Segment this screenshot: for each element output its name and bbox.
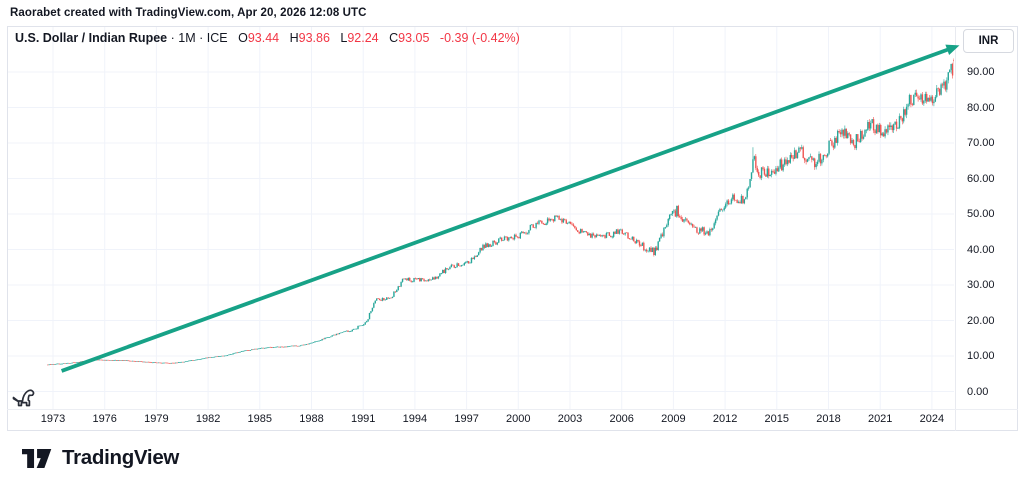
tradingview-logo-link[interactable]: TradingView: [22, 446, 179, 470]
time-tick-label: 1994: [402, 413, 428, 425]
time-tick-label: 1979: [144, 413, 169, 425]
time-tick-label: 1991: [350, 413, 376, 425]
price-tick-label: 70.00: [967, 137, 995, 149]
price-tick-label: 50.00: [967, 208, 995, 220]
time-tick-label: 2018: [816, 413, 841, 425]
time-tick-label: 1976: [92, 413, 117, 425]
price-axis-separator: [955, 26, 956, 431]
time-tick-label: 2000: [506, 413, 531, 425]
time-tick-label: 2015: [764, 413, 790, 425]
price-tick-label: 90.00: [967, 66, 995, 78]
time-tick-label: 2012: [712, 413, 738, 425]
tradingview-logo-text: TradingView: [62, 446, 180, 469]
dinosaur-icon: [12, 389, 35, 407]
ohlc-high-label: H: [289, 31, 299, 45]
ohlc-open-value: 93.44: [247, 31, 280, 45]
trend-arrow-drawing[interactable]: [60, 44, 960, 373]
change-value: -0.39 (-0.42%): [439, 31, 520, 45]
ohlc-close-value: 93.05: [398, 31, 430, 45]
time-tick-label: 1973: [40, 413, 66, 425]
price-tick-label: 20.00: [967, 314, 995, 327]
attribution-text: Raorabet created with TradingView.com, A…: [10, 7, 367, 19]
price-tick-label: 10.00: [967, 350, 995, 362]
ohlc-low-label: L: [340, 31, 348, 45]
tradingview-logo-icon: [22, 448, 52, 468]
dot-separator: ·: [170, 31, 175, 45]
candles-series: [47, 58, 954, 366]
ohlc-close-label: C: [389, 31, 399, 45]
time-tick-label: 2024: [919, 413, 945, 425]
interval-label[interactable]: 1M: [178, 31, 196, 45]
currency-scale-button[interactable]: INR: [963, 29, 1014, 53]
chart-header: U.S. Dollar / Indian Rupee · 1M · ICE O9…: [15, 31, 520, 45]
time-tick-label: 1997: [454, 413, 479, 425]
ohlc-open-label: O: [238, 31, 248, 45]
dot-separator: ·: [199, 31, 204, 45]
ohlc-high-value: 93.86: [298, 31, 330, 45]
time-tick-label: 2021: [867, 413, 893, 425]
symbol-title[interactable]: U.S. Dollar / Indian Rupee: [15, 31, 168, 45]
time-tick-label: 2006: [609, 413, 634, 425]
time-tick-label: 1982: [195, 413, 221, 425]
price-tick-label: 0.00: [967, 385, 989, 398]
price-tick-label: 60.00: [967, 172, 995, 185]
time-tick-label: 2009: [661, 413, 686, 425]
price-tick-label: 40.00: [967, 243, 995, 256]
exchange-label: ICE: [206, 31, 228, 45]
time-tick-label: 1988: [299, 413, 324, 425]
gridlines: [8, 27, 954, 409]
time-axis-separator: [7, 409, 1018, 410]
price-tick-label: 30.00: [967, 279, 995, 291]
time-tick-label: 2003: [557, 413, 583, 425]
price-tick-label: 80.00: [967, 101, 995, 114]
ohlc-low-value: 92.24: [347, 31, 379, 45]
time-tick-label: 1985: [247, 413, 273, 425]
chart-widget-frame: [7, 26, 1018, 431]
